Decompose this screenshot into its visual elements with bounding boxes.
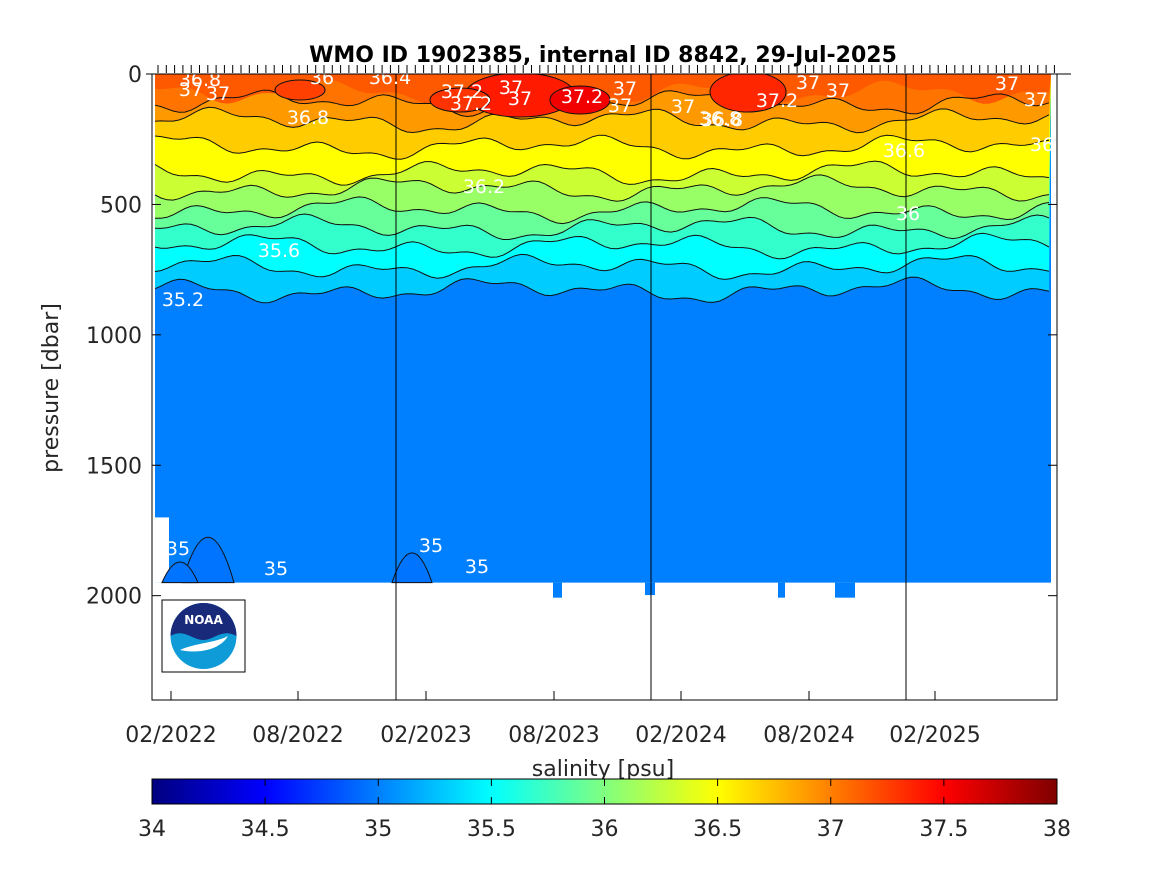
contour-line-36.2 xyxy=(154,174,1050,202)
colorbar-tick-label: 34 xyxy=(138,817,166,842)
contour-label: 35 xyxy=(166,538,190,560)
colorbar-tick-label: 35.5 xyxy=(467,817,516,842)
contour-label: 37 xyxy=(179,79,203,101)
y-axis: 0 500 1000 1500 2000 xyxy=(86,63,1057,610)
contour-label: 37 xyxy=(671,96,695,118)
colorbar-tick-label: 37 xyxy=(817,817,845,842)
year-boundary-lines xyxy=(395,74,907,700)
x-tick-label: 02/2022 xyxy=(125,723,216,748)
contour-label: 37.2 xyxy=(450,93,492,115)
fresh-deep-patch xyxy=(161,561,199,584)
profile-extension xyxy=(835,582,855,598)
contour-line-35.8 xyxy=(154,213,1050,240)
contour-line-36.8 xyxy=(154,106,1050,134)
contour-line-36 xyxy=(154,196,1050,225)
contour-label: 35 xyxy=(465,556,489,578)
contour-label: 35.6 xyxy=(258,240,300,262)
x-tick-label: 02/2024 xyxy=(635,723,726,748)
contour-line-35.4 xyxy=(154,253,1050,280)
contour-label: 37 xyxy=(508,88,532,110)
contour-line-35.6 xyxy=(154,232,1050,260)
contour-label: 35.2 xyxy=(162,289,204,311)
surface-salty-patch xyxy=(549,85,611,115)
colorbar: salinity [psu] 34 34.5 35 35.5 36 36.5 37 37.5 3… xyxy=(138,757,1071,842)
contour-label: 36 xyxy=(310,67,334,89)
contour-label: 37 xyxy=(995,73,1019,95)
surface-salty-patch xyxy=(429,87,491,113)
y-tick-label: 1000 xyxy=(86,324,142,349)
band-surface xyxy=(155,74,1051,104)
y-axis-label: pressure [dbar] xyxy=(39,303,64,473)
contour-label: 37 xyxy=(796,72,820,94)
y-tick-label: 0 xyxy=(128,63,142,88)
x-tick-label: 08/2022 xyxy=(252,723,343,748)
y-tick-label: 500 xyxy=(100,193,142,218)
x-tick-label: 08/2024 xyxy=(763,723,854,748)
surface-salty-patch xyxy=(274,79,326,101)
contour-line-35.2 xyxy=(154,276,1050,304)
contour-label: 37.2 xyxy=(441,81,483,103)
profile-ticks xyxy=(146,65,1071,75)
profile-extension xyxy=(778,582,785,598)
colorbar-tick-label: 36.5 xyxy=(693,817,742,842)
contour-label: 37 xyxy=(499,77,523,99)
surface-salty-patch xyxy=(709,74,787,113)
noaa-logo-text: NOAA xyxy=(184,613,223,627)
y-tick-label: 2000 xyxy=(86,585,142,610)
contour-label: 36.8 xyxy=(287,107,329,129)
contour-label: 36 xyxy=(1030,134,1054,156)
contour-label: 36.4 xyxy=(369,67,411,89)
missing-profile xyxy=(155,517,169,583)
colorbar-tick-label: 35 xyxy=(364,817,392,842)
colorbar-tick-label: 38 xyxy=(1043,817,1071,842)
contour-label: 37 xyxy=(206,83,230,105)
contour-label: 35 xyxy=(419,535,443,557)
contour-label: 37.2 xyxy=(756,90,798,112)
noaa-logo: NOAA xyxy=(161,599,246,673)
contour-label: 36.8 xyxy=(699,108,741,130)
contour-label: 36.2 xyxy=(463,176,505,198)
x-tick-label: 02/2023 xyxy=(380,723,471,748)
contour-label: 36.6 xyxy=(883,140,925,162)
contour-label: 35 xyxy=(264,558,288,580)
profile-extension xyxy=(553,582,562,598)
colorbar-tick-label: 37.5 xyxy=(919,817,968,842)
colorbar-label: salinity [psu] xyxy=(532,757,674,782)
contour-label: 37 xyxy=(1024,89,1048,111)
contour-label: 36 xyxy=(896,203,920,225)
contour-line-36.4 xyxy=(154,160,1050,186)
fresh-deep-patch xyxy=(391,552,433,584)
contour-label: 36.8 xyxy=(701,109,743,131)
contour-label: 37 xyxy=(608,95,632,117)
y-tick-label: 1500 xyxy=(86,454,142,479)
salinity-field xyxy=(154,74,1051,598)
x-axis: 02/2022 08/2022 02/2023 08/2023 02/2024 08/20… xyxy=(125,691,981,748)
contour-label: 37 xyxy=(826,80,850,102)
fresh-deep-patch xyxy=(181,536,235,584)
x-tick-label: 08/2023 xyxy=(508,723,599,748)
colorbar-tick-label: 36 xyxy=(591,817,619,842)
contour-label: 37 xyxy=(613,78,637,100)
contour-label: 37.2 xyxy=(561,86,603,108)
colorbar-tick-label: 34.5 xyxy=(241,817,290,842)
profile-extension xyxy=(645,582,655,596)
contour-line-36.6 xyxy=(154,134,1050,160)
chart-title: WMO ID 1902385, internal ID 8842, 29-Jul… xyxy=(309,43,897,68)
x-tick-label: 02/2025 xyxy=(889,723,980,748)
